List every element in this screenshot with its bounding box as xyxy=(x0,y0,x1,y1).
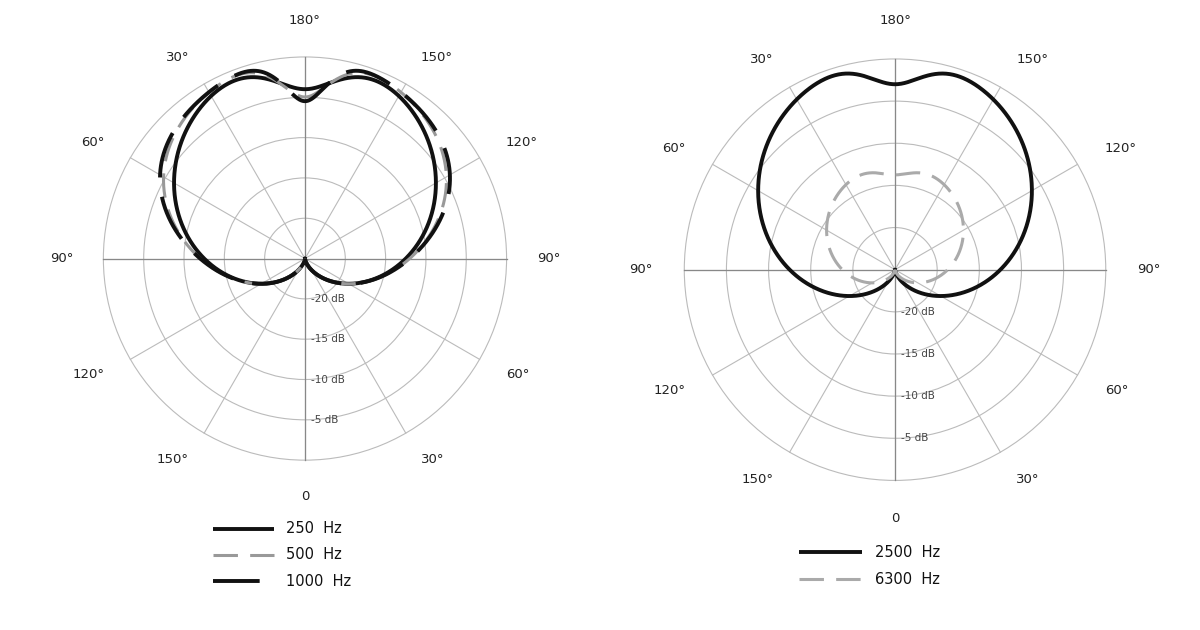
Text: 30°: 30° xyxy=(421,453,444,466)
Text: -5 dB: -5 dB xyxy=(901,433,929,444)
Text: 0: 0 xyxy=(301,490,310,503)
Text: 60°: 60° xyxy=(661,142,685,155)
Text: 120°: 120° xyxy=(72,368,104,381)
Text: 90°: 90° xyxy=(629,263,653,276)
Text: 90°: 90° xyxy=(536,252,560,265)
Text: 2500  Hz: 2500 Hz xyxy=(875,544,940,559)
Text: 150°: 150° xyxy=(1016,54,1048,66)
Text: 120°: 120° xyxy=(1105,142,1136,155)
Text: 90°: 90° xyxy=(49,252,73,265)
Text: 120°: 120° xyxy=(653,384,685,398)
Text: 150°: 150° xyxy=(421,51,452,64)
Text: 60°: 60° xyxy=(1105,384,1128,398)
Text: -15 dB: -15 dB xyxy=(311,334,346,344)
Text: -5 dB: -5 dB xyxy=(311,415,338,425)
Text: 30°: 30° xyxy=(750,54,774,66)
Text: 120°: 120° xyxy=(505,136,538,149)
Text: -15 dB: -15 dB xyxy=(901,349,935,359)
Text: 1000  Hz: 1000 Hz xyxy=(286,573,350,588)
Text: 6300  Hz: 6300 Hz xyxy=(875,572,940,587)
Text: 180°: 180° xyxy=(880,14,911,27)
Text: 180°: 180° xyxy=(289,14,320,26)
Text: 90°: 90° xyxy=(1138,263,1160,276)
Text: -10 dB: -10 dB xyxy=(901,391,935,401)
Text: 30°: 30° xyxy=(1016,473,1039,486)
Text: 30°: 30° xyxy=(166,51,190,64)
Text: 60°: 60° xyxy=(505,368,529,381)
Text: -20 dB: -20 dB xyxy=(901,307,935,317)
Text: 150°: 150° xyxy=(157,453,190,466)
Text: -20 dB: -20 dB xyxy=(311,294,344,304)
Text: 250  Hz: 250 Hz xyxy=(286,521,342,536)
Text: 60°: 60° xyxy=(80,136,104,149)
Text: -10 dB: -10 dB xyxy=(311,374,344,384)
Text: 150°: 150° xyxy=(742,473,774,486)
Text: 500  Hz: 500 Hz xyxy=(286,547,342,563)
Text: 0: 0 xyxy=(890,512,899,525)
